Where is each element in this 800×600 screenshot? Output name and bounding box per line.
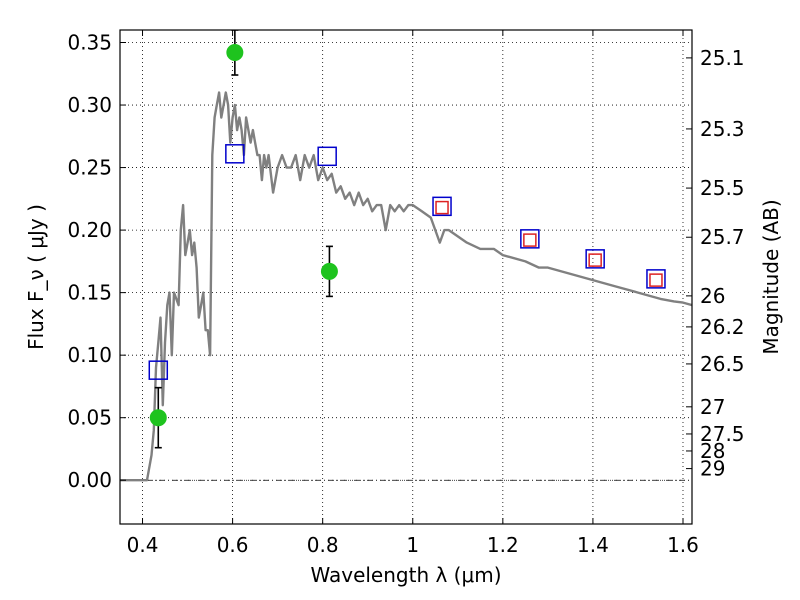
model-band-flux-marker: [225, 144, 245, 164]
red-square-marker: [523, 233, 537, 247]
model-band-flux-marker: [317, 146, 337, 167]
y-tick-label: 0.05: [67, 406, 112, 430]
right-tick-label: 28: [700, 439, 725, 463]
y-tick-label: 0.15: [67, 281, 112, 305]
right-tick-label: 29: [700, 457, 725, 481]
y-tick-label: 0.35: [67, 31, 112, 55]
x-tick-label: 0.4: [127, 533, 159, 557]
red-square-marker: [649, 273, 663, 287]
observed-flux-point: [226, 44, 244, 62]
right-tick-label: 27: [700, 395, 725, 419]
model-band-flux-marker: [585, 249, 605, 269]
model-band-flux-marker: [520, 229, 540, 249]
model-band-flux-marker: [646, 269, 666, 289]
x-tick-label: 1.2: [487, 533, 519, 557]
right-tick-label: 26.5: [700, 352, 745, 376]
right-tick-label: 25.5: [700, 176, 745, 200]
model-spectrum-line: [120, 91, 692, 482]
right-tick-label: 25.1: [700, 46, 745, 70]
right-tick-label: 25.3: [700, 117, 745, 141]
y-tick-label: 0.25: [67, 156, 112, 180]
x-axis-label: Wavelength λ (μm): [310, 563, 501, 587]
x-tick-label: 1: [406, 533, 419, 557]
right-axis-label: Magnitude (AB): [759, 199, 783, 354]
plot-area: [120, 30, 692, 482]
right-tick-label: 25.7: [700, 225, 745, 249]
y-tick-label: 0.10: [67, 343, 112, 367]
red-square-marker: [588, 253, 602, 267]
model-band-flux-marker: [148, 360, 169, 380]
right-tick-label: 26.2: [700, 315, 745, 339]
x-tick-label: 1.6: [667, 533, 699, 557]
series-layer: [120, 30, 692, 482]
observed-flux-point: [149, 409, 167, 427]
x-tick-label: 0.8: [307, 533, 339, 557]
y-axis-label: Flux F_ν ( μJy ): [24, 204, 48, 350]
y-tick-label: 0.30: [67, 93, 112, 117]
model-band-flux-marker: [432, 196, 452, 217]
right-tick-label: 26: [700, 284, 725, 308]
x-tick-label: 0.6: [217, 533, 249, 557]
observed-flux-point: [320, 262, 338, 280]
grid: [120, 30, 692, 524]
right-tick-label: 27.5: [700, 422, 745, 446]
ticks: 0.4 0.6 0.8 1 1.2 1.4 1.6 0.00 0.05 0.10 0.15 0.20 0…: [67, 30, 745, 557]
y-tick-label: 0.00: [67, 468, 112, 492]
x-tick-label: 1.4: [577, 533, 609, 557]
plot-frame: [119, 29, 693, 525]
red-square-marker: [435, 200, 449, 215]
y-tick-label: 0.20: [67, 218, 112, 242]
